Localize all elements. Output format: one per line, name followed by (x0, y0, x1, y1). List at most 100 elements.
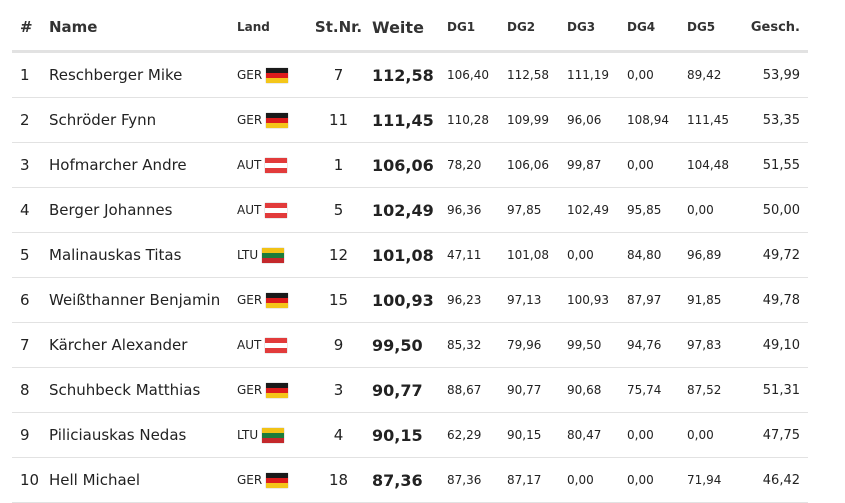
dg1-value: 88,67 (446, 367, 506, 413)
table-row[interactable]: 9 Piliciauskas Nedas LTU 4 90,15 62,29 90,15 80… (12, 412, 808, 458)
athlete-name: Schuhbeck Matthias (48, 367, 236, 413)
dg3-value: 111,19 (566, 51, 626, 98)
country-code: AUT (237, 338, 262, 352)
dg3-value: 80,47 (566, 412, 626, 458)
rank-cell: 9 (12, 412, 48, 458)
country-code: GER (237, 68, 263, 82)
start-number: 7 (306, 51, 371, 98)
lithuania-flag-icon (262, 427, 285, 443)
rank-cell: 3 (12, 142, 48, 188)
dg1-value: 47,11 (446, 232, 506, 278)
country-cell: GER (236, 457, 306, 503)
athlete-name: Hofmarcher Andre (48, 142, 236, 188)
table-row[interactable]: 10 Hell Michael GER 18 87,36 87,36 87,17 0,00 0,… (12, 457, 808, 503)
dg5-value: 97,83 (686, 322, 746, 368)
table-row[interactable]: 4 Berger Johannes AUT 5 102,49 96,36 97,85 102,… (12, 187, 808, 233)
country-cell: LTU (236, 412, 306, 458)
athlete-name: Weißthanner Benjamin (48, 277, 236, 323)
austria-flag-icon (265, 337, 288, 353)
country-code-wrap: GER (237, 382, 289, 398)
dg2-value: 109,99 (506, 97, 566, 143)
dg3-value: 99,50 (566, 322, 626, 368)
rank-cell: 4 (12, 187, 48, 233)
dg5-value: 104,48 (686, 142, 746, 188)
distance-value: 90,15 (371, 412, 446, 458)
dg4-value: 0,00 (626, 412, 686, 458)
speed-value: 53,35 (746, 97, 808, 143)
country-code: GER (237, 383, 263, 397)
athlete-name: Reschberger Mike (48, 51, 236, 98)
header-land[interactable]: Land (236, 4, 306, 53)
country-code-wrap: AUT (237, 202, 288, 218)
dg2-value: 112,58 (506, 51, 566, 98)
germany-flag-icon (266, 382, 289, 398)
dg2-value: 90,15 (506, 412, 566, 458)
header-st-nr[interactable]: St.Nr. (306, 4, 371, 53)
germany-flag-icon (266, 292, 289, 308)
start-number: 15 (306, 277, 371, 323)
header-rank[interactable]: # (12, 4, 48, 53)
header-weite[interactable]: Weite (371, 4, 446, 53)
country-code: LTU (237, 248, 259, 262)
start-number: 9 (306, 322, 371, 368)
table-row[interactable]: 2 Schröder Fynn GER 11 111,45 110,28 109,99 96,… (12, 97, 808, 143)
speed-value: 53,99 (746, 51, 808, 98)
table-row[interactable]: 1 Reschberger Mike GER 7 112,58 106,40 112,58 1… (12, 51, 808, 98)
header-dg3[interactable]: DG3 (566, 4, 626, 53)
table-row[interactable]: 5 Malinauskas Titas LTU 12 101,08 47,11 101,08… (12, 232, 808, 278)
table-row[interactable]: 7 Kärcher Alexander AUT 9 99,50 85,32 79,96 99,… (12, 322, 808, 368)
rank-cell: 10 (12, 457, 48, 503)
speed-value: 49,78 (746, 277, 808, 323)
distance-value: 102,49 (371, 187, 446, 233)
germany-flag-icon (266, 67, 289, 83)
distance-value: 100,93 (371, 277, 446, 323)
dg4-value: 108,94 (626, 97, 686, 143)
dg4-value: 95,85 (626, 187, 686, 233)
athlete-name: Malinauskas Titas (48, 232, 236, 278)
athlete-name: Kärcher Alexander (48, 322, 236, 368)
header-dg2[interactable]: DG2 (506, 4, 566, 53)
table-row[interactable]: 6 Weißthanner Benjamin GER 15 100,93 96,23 97,… (12, 277, 808, 323)
dg2-value: 87,17 (506, 457, 566, 503)
athlete-name: Berger Johannes (48, 187, 236, 233)
dg4-value: 87,97 (626, 277, 686, 323)
dg5-value: 91,85 (686, 277, 746, 323)
dg1-value: 62,29 (446, 412, 506, 458)
rank-cell: 7 (12, 322, 48, 368)
dg1-value: 78,20 (446, 142, 506, 188)
table-row[interactable]: 8 Schuhbeck Matthias GER 3 90,77 88,67 90,77 90… (12, 367, 808, 413)
header-dg1[interactable]: DG1 (446, 4, 506, 53)
header-gesch[interactable]: Gesch. (746, 4, 808, 53)
dg4-value: 84,80 (626, 232, 686, 278)
dg1-value: 96,23 (446, 277, 506, 323)
dg5-value: 89,42 (686, 51, 746, 98)
dg4-value: 94,76 (626, 322, 686, 368)
dg1-value: 106,40 (446, 51, 506, 98)
header-dg4[interactable]: DG4 (626, 4, 686, 53)
country-cell: AUT (236, 187, 306, 233)
country-code-wrap: AUT (237, 157, 288, 173)
rank-cell: 5 (12, 232, 48, 278)
dg2-value: 79,96 (506, 322, 566, 368)
start-number: 1 (306, 142, 371, 188)
start-number: 3 (306, 367, 371, 413)
distance-value: 106,06 (371, 142, 446, 188)
speed-value: 51,31 (746, 367, 808, 413)
speed-value: 49,10 (746, 322, 808, 368)
rank-cell: 8 (12, 367, 48, 413)
country-cell: GER (236, 367, 306, 413)
header-dg5[interactable]: DG5 (686, 4, 746, 53)
table-header-row: # Name Land St.Nr. Weite DG1 DG2 DG3 DG4… (12, 4, 808, 53)
header-name[interactable]: Name (48, 4, 236, 53)
country-cell: GER (236, 97, 306, 143)
germany-flag-icon (266, 472, 289, 488)
table-row[interactable]: 3 Hofmarcher Andre AUT 1 106,06 78,20 106,06 99… (12, 142, 808, 188)
speed-value: 47,75 (746, 412, 808, 458)
speed-value: 46,42 (746, 457, 808, 503)
athlete-name: Piliciauskas Nedas (48, 412, 236, 458)
speed-value: 49,72 (746, 232, 808, 278)
dg4-value: 0,00 (626, 457, 686, 503)
dg4-value: 75,74 (626, 367, 686, 413)
rank-cell: 6 (12, 277, 48, 323)
country-code-wrap: AUT (237, 337, 288, 353)
